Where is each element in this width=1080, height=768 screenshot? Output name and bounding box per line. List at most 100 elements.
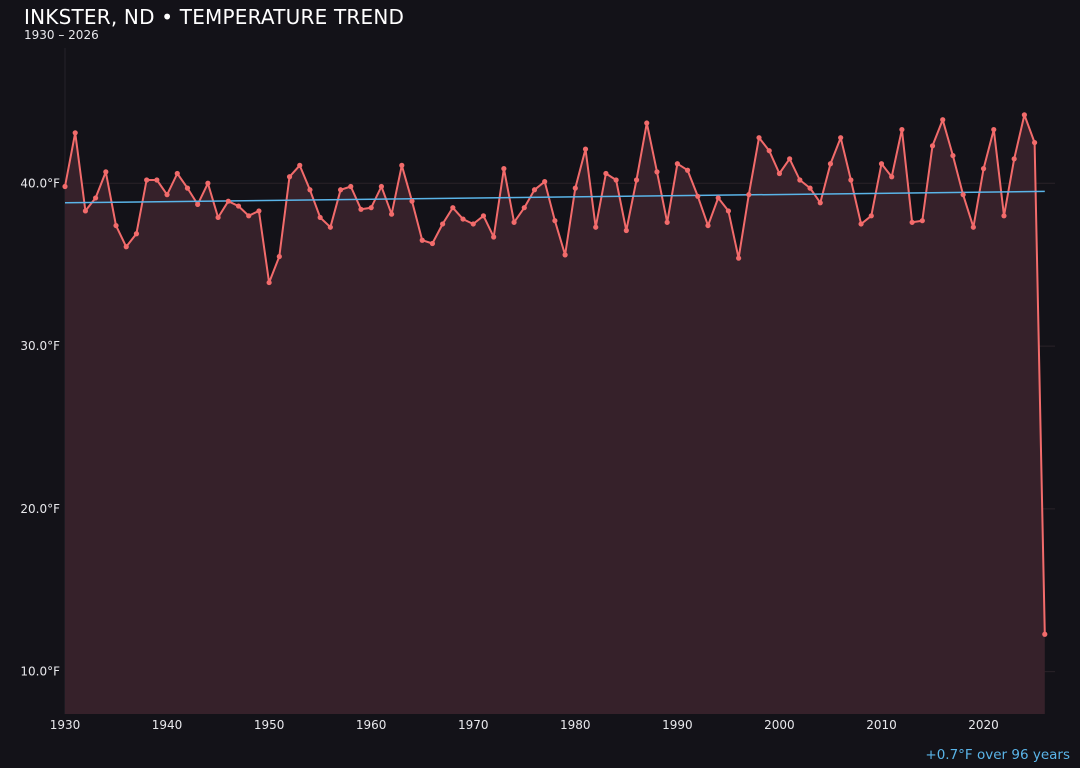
data-point bbox=[950, 152, 956, 159]
data-point bbox=[603, 170, 609, 177]
data-point bbox=[195, 201, 201, 208]
y-tick-label: 30.0°F bbox=[20, 339, 60, 353]
data-point bbox=[736, 255, 742, 261]
data-point bbox=[113, 222, 119, 229]
data-point bbox=[297, 162, 303, 168]
x-tick-label: 1940 bbox=[152, 718, 183, 732]
data-point bbox=[787, 156, 793, 162]
data-point bbox=[521, 205, 527, 211]
data-point bbox=[133, 231, 140, 237]
data-point bbox=[82, 208, 89, 214]
data-point bbox=[623, 227, 629, 234]
data-point bbox=[266, 279, 272, 286]
data-point bbox=[797, 177, 803, 183]
data-point bbox=[460, 216, 466, 222]
data-point bbox=[980, 166, 987, 172]
data-point bbox=[1011, 156, 1017, 162]
data-point bbox=[940, 117, 946, 123]
data-point bbox=[164, 192, 170, 198]
data-point bbox=[848, 177, 854, 183]
chart-title: INKSTER, ND • TEMPERATURE TREND bbox=[24, 5, 405, 29]
data-point bbox=[470, 221, 476, 227]
data-point bbox=[889, 174, 895, 180]
data-point bbox=[1031, 139, 1038, 146]
data-point bbox=[909, 219, 915, 225]
data-point bbox=[368, 205, 374, 211]
data-point bbox=[358, 206, 364, 212]
data-point bbox=[644, 120, 650, 126]
trend-annotation: +0.7°F over 96 years bbox=[925, 747, 1070, 763]
data-point bbox=[174, 170, 180, 177]
x-tick-label: 1990 bbox=[662, 718, 693, 732]
x-tick-label: 1950 bbox=[254, 718, 285, 732]
data-point bbox=[582, 146, 589, 152]
data-point bbox=[572, 185, 578, 191]
y-tick-label: 10.0°F bbox=[20, 665, 60, 679]
data-point bbox=[664, 219, 670, 225]
data-point bbox=[348, 183, 354, 190]
data-point bbox=[327, 224, 333, 230]
data-point bbox=[480, 213, 487, 219]
data-point bbox=[235, 203, 242, 209]
data-point bbox=[440, 221, 446, 227]
data-point bbox=[705, 222, 711, 229]
x-tick-label: 1980 bbox=[560, 718, 591, 732]
data-point bbox=[378, 183, 384, 190]
data-point bbox=[899, 126, 905, 133]
x-tick-label: 2010 bbox=[866, 718, 897, 732]
data-point bbox=[429, 240, 436, 247]
data-point bbox=[215, 214, 221, 221]
data-point bbox=[807, 185, 813, 191]
data-point bbox=[276, 253, 282, 260]
data-point bbox=[878, 161, 885, 167]
data-point bbox=[531, 187, 538, 193]
data-point bbox=[695, 193, 701, 199]
data-point bbox=[991, 126, 997, 133]
data-point bbox=[960, 192, 966, 198]
data-point bbox=[827, 161, 834, 167]
data-point bbox=[154, 177, 160, 183]
data-point bbox=[746, 192, 752, 198]
data-point bbox=[123, 244, 129, 250]
data-point bbox=[409, 198, 415, 204]
data-point bbox=[562, 252, 568, 258]
data-point bbox=[225, 198, 231, 204]
x-tick-label: 2000 bbox=[764, 718, 795, 732]
data-point bbox=[1042, 631, 1048, 637]
x-tick-label: 1960 bbox=[356, 718, 387, 732]
data-point bbox=[256, 208, 262, 214]
data-point bbox=[613, 177, 619, 183]
area-fill bbox=[65, 114, 1045, 714]
data-point bbox=[919, 218, 925, 224]
data-point bbox=[756, 135, 762, 141]
data-point bbox=[868, 213, 874, 219]
data-point bbox=[776, 170, 783, 177]
data-point bbox=[970, 224, 976, 230]
data-point bbox=[62, 183, 68, 190]
y-tick-label: 40.0°F bbox=[20, 176, 60, 190]
data-point bbox=[552, 218, 558, 224]
data-point bbox=[715, 195, 721, 201]
data-point bbox=[72, 130, 78, 136]
data-point bbox=[1021, 112, 1027, 118]
data-point bbox=[684, 167, 691, 173]
data-point bbox=[766, 148, 772, 154]
data-point bbox=[633, 177, 640, 183]
data-point bbox=[838, 135, 844, 141]
data-point bbox=[399, 162, 405, 168]
data-point bbox=[93, 195, 99, 201]
data-point bbox=[501, 166, 507, 172]
data-point bbox=[654, 169, 660, 175]
data-point bbox=[593, 224, 599, 230]
chart-subtitle: 1930 – 2026 bbox=[24, 28, 99, 42]
data-point bbox=[388, 211, 395, 217]
data-point bbox=[317, 214, 323, 221]
y-tick-label: 20.0°F bbox=[20, 502, 60, 516]
x-tick-label: 2020 bbox=[968, 718, 999, 732]
data-point bbox=[246, 213, 252, 219]
data-point bbox=[337, 187, 344, 193]
data-point bbox=[929, 143, 936, 149]
data-point bbox=[419, 237, 425, 243]
data-point bbox=[205, 180, 211, 186]
